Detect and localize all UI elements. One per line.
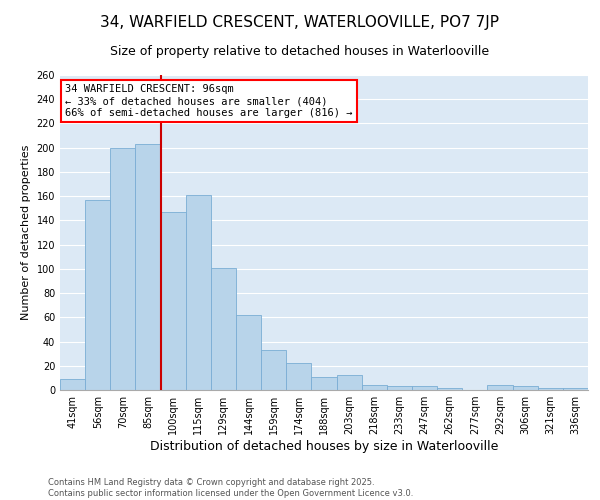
Y-axis label: Number of detached properties: Number of detached properties bbox=[21, 145, 31, 320]
Bar bbox=[387, 386, 412, 390]
Text: Size of property relative to detached houses in Waterlooville: Size of property relative to detached ho… bbox=[110, 45, 490, 58]
Text: 34 WARFIELD CRESCENT: 96sqm
← 33% of detached houses are smaller (404)
66% of se: 34 WARFIELD CRESCENT: 96sqm ← 33% of det… bbox=[65, 84, 353, 117]
Bar bbox=[337, 376, 362, 390]
Bar bbox=[110, 148, 136, 390]
Bar bbox=[412, 386, 437, 390]
Bar bbox=[261, 350, 286, 390]
Bar bbox=[563, 388, 588, 390]
Bar bbox=[136, 144, 161, 390]
Bar bbox=[236, 315, 261, 390]
Bar bbox=[538, 388, 563, 390]
Bar bbox=[286, 364, 311, 390]
Bar bbox=[437, 388, 462, 390]
Bar bbox=[211, 268, 236, 390]
Text: 34, WARFIELD CRESCENT, WATERLOOVILLE, PO7 7JP: 34, WARFIELD CRESCENT, WATERLOOVILLE, PO… bbox=[101, 15, 499, 30]
Bar bbox=[362, 385, 387, 390]
Bar bbox=[512, 386, 538, 390]
Bar bbox=[487, 385, 512, 390]
Bar bbox=[311, 376, 337, 390]
Bar bbox=[85, 200, 110, 390]
X-axis label: Distribution of detached houses by size in Waterlooville: Distribution of detached houses by size … bbox=[150, 440, 498, 453]
Text: Contains HM Land Registry data © Crown copyright and database right 2025.
Contai: Contains HM Land Registry data © Crown c… bbox=[48, 478, 413, 498]
Bar bbox=[60, 379, 85, 390]
Bar bbox=[186, 195, 211, 390]
Bar bbox=[161, 212, 186, 390]
